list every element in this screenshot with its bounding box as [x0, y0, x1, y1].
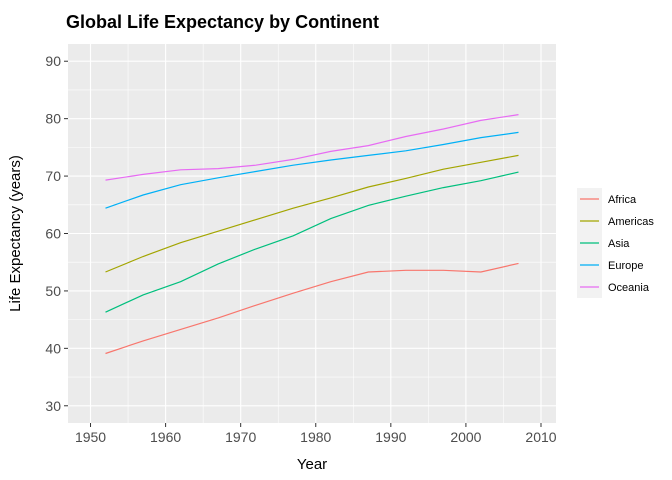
x-tick-label: 1960: [150, 429, 181, 445]
y-tick-label: 70: [45, 168, 61, 184]
legend-label-europe: Europe: [608, 260, 643, 272]
y-tick-label: 90: [45, 53, 61, 69]
x-tick-label: 1990: [375, 429, 406, 445]
x-axis-title: Year: [297, 456, 327, 473]
y-tick-label: 60: [45, 226, 61, 242]
legend-label-asia: Asia: [608, 238, 630, 250]
series-line-oceania: [105, 114, 519, 181]
x-tick-label: 2000: [450, 429, 481, 445]
y-tick-label: 30: [45, 398, 61, 414]
chart-title: Global Life Expectancy by Continent: [66, 12, 380, 32]
x-tick-label: 1950: [75, 429, 106, 445]
x-tick-label: 1980: [300, 429, 331, 445]
series-line-asia: [105, 171, 519, 313]
y-tick-label: 50: [45, 283, 61, 299]
series-line-americas: [105, 154, 519, 273]
y-axis-title: Life Expectancy (years): [7, 155, 24, 312]
x-tick-label: 1970: [225, 429, 256, 445]
legend-label-oceania: Oceania: [608, 282, 650, 294]
legend-label-americas: Americas: [608, 216, 654, 228]
y-tick-label: 80: [45, 111, 61, 127]
series-line-africa: [105, 262, 519, 355]
series-line-europe: [105, 131, 519, 209]
y-tick-label: 40: [45, 340, 61, 356]
legend-label-africa: Africa: [608, 194, 637, 206]
x-tick-label: 2010: [525, 429, 556, 445]
